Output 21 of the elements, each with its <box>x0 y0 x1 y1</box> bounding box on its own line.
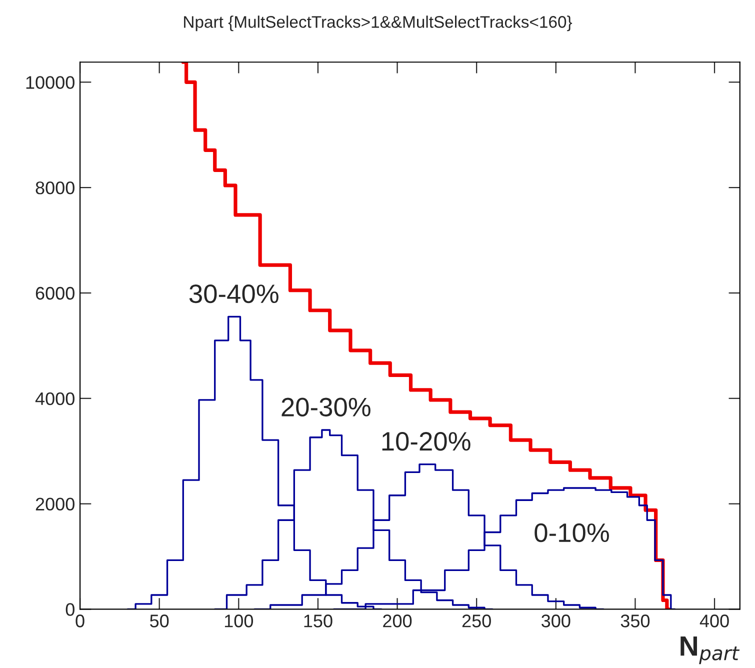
y-tick-label: 4000 <box>35 392 74 406</box>
y-tick-label: 6000 <box>36 286 74 300</box>
series-label: 30-40% <box>189 284 278 304</box>
series-label: 0-10% <box>534 523 609 542</box>
x-tick-label: 300 <box>542 614 570 628</box>
x-tick-label: 0 <box>76 614 84 628</box>
series-label: 20-30% <box>282 398 370 416</box>
y-tick-label: 10000 <box>26 76 74 89</box>
x-tick-label: 350 <box>620 614 650 628</box>
y-tick-label: 2000 <box>36 498 74 511</box>
x-tick-label: 200 <box>383 614 412 628</box>
y-tick-label: 0 <box>66 603 74 616</box>
x-axis-title: N$_{part}$ <box>680 636 740 664</box>
series-label: 10-20% <box>382 432 470 451</box>
chart-title: Npart {MultSelectTracks>1&&MultSelectTracks<160} <box>184 16 572 32</box>
x-tick-label: 50 <box>150 614 169 628</box>
x-tick-label: 150 <box>304 614 332 628</box>
y-tick-label: 8000 <box>36 182 74 194</box>
x-tick-label: 400 <box>700 614 729 628</box>
x-tick-label: 100 <box>224 614 254 628</box>
x-tick-label: 250 <box>462 614 491 628</box>
